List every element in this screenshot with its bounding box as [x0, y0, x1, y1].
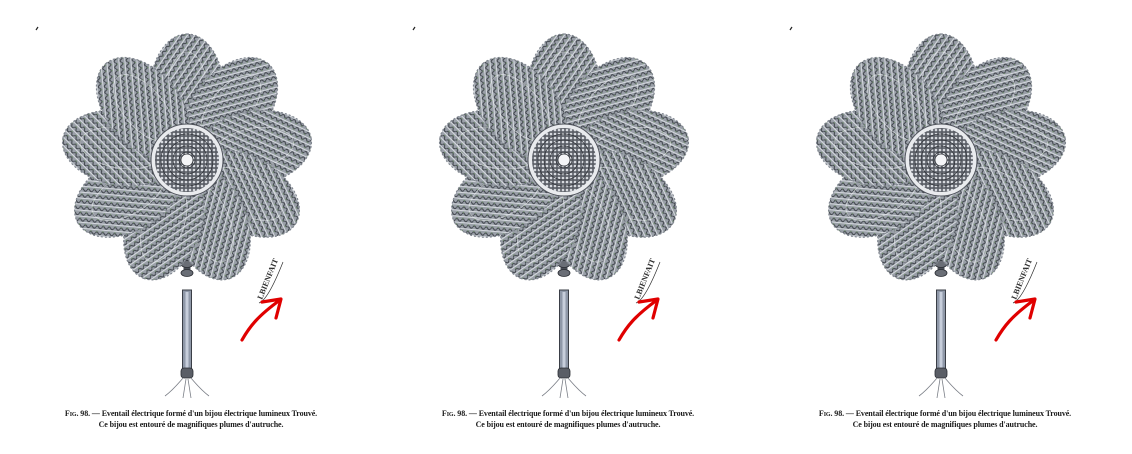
feather-fan-illustration: LBIENFAIT — [412, 26, 690, 399]
fan-tassel — [164, 377, 210, 399]
fan-tassel — [541, 377, 587, 399]
red-annotation-arrow-icon — [617, 298, 659, 342]
figure-number: Fig. 98. — [818, 409, 844, 418]
figure-number: Fig. 98. — [441, 409, 467, 418]
red-annotation-arrow-icon — [994, 298, 1036, 342]
figure-panel-1: LBIENFAIT Fig. 98. — Eventail électrique… — [0, 0, 377, 454]
figure-caption: Fig. 98. — Eventail électrique formé d'u… — [8, 408, 374, 430]
caption-text-line1: — Eventail électrique formé d'un bijou é… — [467, 409, 695, 418]
red-annotation-arrow-icon — [240, 298, 282, 342]
figure-caption: Fig. 98. — Eventail électrique formé d'u… — [762, 408, 1128, 430]
feather-fan-illustration: LBIENFAIT — [35, 26, 313, 399]
stray-mark — [35, 26, 39, 31]
caption-text-line1: — Eventail électrique formé d'un bijou é… — [844, 409, 1072, 418]
figure-panel-3: LBIENFAIT Fig. 98. — Eventail électrique… — [754, 0, 1131, 454]
stray-mark — [412, 26, 416, 31]
stray-mark — [789, 26, 793, 31]
figure-number: Fig. 98. — [64, 409, 90, 418]
caption-text-line2: Ce bijou est entouré de magnifiques plum… — [98, 420, 284, 429]
feather-fan-illustration: LBIENFAIT — [789, 26, 1067, 399]
figure-caption: Fig. 98. — Eventail électrique formé d'u… — [385, 408, 751, 430]
fan-tassel — [918, 377, 964, 399]
caption-text-line2: Ce bijou est entouré de magnifiques plum… — [475, 420, 661, 429]
caption-text-line2: Ce bijou est entouré de magnifiques plum… — [852, 420, 1038, 429]
figure-panel-2: LBIENFAIT Fig. 98. — Eventail électrique… — [377, 0, 754, 454]
caption-text-line1: — Eventail électrique formé d'un bijou é… — [90, 409, 318, 418]
